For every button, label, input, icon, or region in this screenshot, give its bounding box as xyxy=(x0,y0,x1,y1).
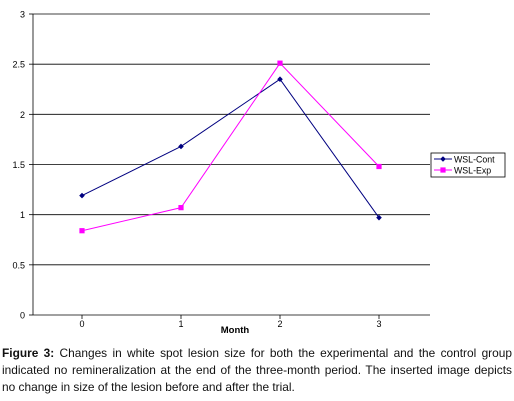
series-lines xyxy=(79,60,382,234)
y-tick-labels: 0 0.5 1 1.5 2 2.5 3 xyxy=(12,10,25,321)
x-axis-label: Month xyxy=(221,325,250,336)
legend-marker xyxy=(440,156,446,162)
y-tick-label: 0 xyxy=(20,311,25,321)
x-tick-label: 3 xyxy=(376,319,381,329)
y-tick-label: 2.5 xyxy=(12,60,25,70)
y-tick-label: 2 xyxy=(20,110,25,120)
y-tick-label: 1.5 xyxy=(12,160,25,170)
figure-caption: Figure 3: Changes in white spot lesion s… xyxy=(2,345,512,396)
x-tick-label: 1 xyxy=(178,319,183,329)
x-tick-labels: 0 1 2 3 xyxy=(79,319,381,329)
legend-label: WSL-Cont xyxy=(454,154,495,164)
caption-label: Figure 3: xyxy=(2,346,55,360)
data-point xyxy=(79,228,85,234)
axes xyxy=(29,13,430,319)
data-point xyxy=(376,163,382,170)
series-line-wsl-cont xyxy=(81,78,380,218)
x-tick-label: 2 xyxy=(277,319,282,329)
x-tick-label: 0 xyxy=(79,319,84,329)
data-point xyxy=(178,205,184,211)
series-line-wsl-exp xyxy=(81,62,380,232)
data-point xyxy=(79,192,85,199)
data-point xyxy=(178,143,184,150)
legend-marker xyxy=(440,167,446,173)
data-point xyxy=(277,60,283,66)
gridlines xyxy=(33,13,430,266)
data-point xyxy=(277,76,283,83)
legend-label: WSL-Exp xyxy=(454,165,491,175)
y-tick-label: 1 xyxy=(20,210,25,220)
data-point xyxy=(376,214,382,221)
caption-text: Changes in white spot lesion size for bo… xyxy=(2,346,512,394)
y-tick-label: 0.5 xyxy=(12,260,25,270)
y-tick-label: 3 xyxy=(20,10,25,20)
